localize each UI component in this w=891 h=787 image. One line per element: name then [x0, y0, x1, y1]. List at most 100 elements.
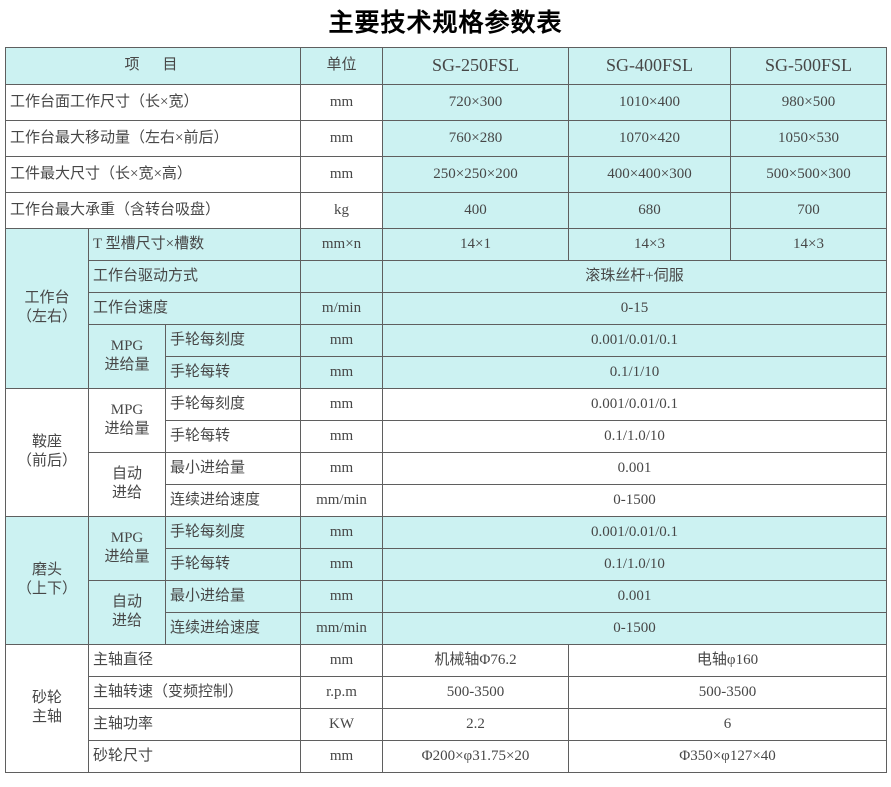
cell-sg250: 机械轴Φ76.2	[382, 643, 570, 677]
cell-all-models: 0-1500	[382, 483, 888, 517]
row-unit	[300, 259, 384, 293]
row-label: 手轮每转	[164, 547, 302, 581]
row-unit: mm/min	[300, 611, 384, 645]
row-unit: mm	[300, 119, 384, 157]
row-label: 手轮每刻度	[164, 387, 302, 421]
row-label: 手轮每刻度	[164, 323, 302, 357]
cell-all-models: 0.1/1.0/10	[382, 547, 888, 581]
table-row: 主轴功率 KW 2.2 6	[6, 707, 888, 741]
section-label-line1: 工作台	[24, 290, 70, 307]
subsection-label-line1: MPG	[110, 338, 144, 355]
row-label: 手轮每转	[164, 355, 302, 389]
cell-all-models: 0.001	[382, 579, 888, 613]
page-title: 主要技术规格参数表	[328, 9, 563, 37]
row-label: 工作台速度	[87, 291, 302, 325]
cell-all-models: 0.001/0.01/0.1	[382, 387, 888, 421]
row-unit: mm/min	[300, 483, 384, 517]
cell-sg500: 500×500×300	[730, 155, 888, 193]
row-unit: KW	[300, 707, 384, 741]
cell-all-models: 0.1/1/10	[382, 355, 888, 389]
row-unit: mm	[300, 515, 384, 549]
section-label-saddle: 鞍座 （前后）	[5, 387, 89, 517]
row-unit: mm×n	[300, 227, 384, 261]
row-unit: mm	[300, 387, 384, 421]
table-row: 自动 进给 最小进给量 mm 0.001	[6, 451, 888, 517]
row-unit: mm	[300, 739, 384, 773]
cell-sg250: Φ200×φ31.75×20	[382, 739, 570, 773]
cell-sg400: 680	[568, 191, 732, 229]
table-row: 手轮每转 mm 0.1/1.0/10	[6, 419, 888, 453]
cell-sg250: 500-3500	[382, 675, 570, 709]
row-label: 工作台最大移动量（左右×前后）	[4, 119, 302, 157]
subsection-label-line1: MPG	[110, 530, 144, 547]
row-unit: mm	[300, 579, 384, 613]
section-label-line1: 砂轮	[31, 690, 62, 707]
row-unit: mm	[300, 323, 384, 357]
cell-sg250: 720×300	[382, 83, 570, 121]
row-unit: mm	[300, 547, 384, 581]
row-unit: r.p.m	[300, 675, 384, 709]
table-row: 工件最大尺寸（长×宽×高） mm 250×250×200 400×400×300…	[4, 155, 888, 193]
cell-sg400-sg500: 6	[568, 707, 888, 741]
table-row: 鞍座 （前后） MPG 进给量 手轮每刻度 mm 0.001/0.01/0.1	[5, 387, 888, 517]
table-row: 砂轮尺寸 mm Φ200×φ31.75×20 Φ350×φ127×40	[6, 739, 888, 773]
row-label: 最小进给量	[164, 579, 302, 613]
table-row: 砂轮 主轴 主轴直径 mm 机械轴Φ76.2 电轴φ160	[5, 643, 888, 773]
row-unit: mm	[300, 83, 384, 121]
table-row: 工作台 （左右） T 型槽尺寸×槽数 mm×n 14×1 14×3 14×3	[5, 227, 888, 389]
subsection-label-auto-feed: 自动 进给	[88, 579, 166, 645]
row-label: 工作台最大承重（含转台吸盘）	[4, 191, 302, 229]
column-header-model-sg400: SG-400FSL	[568, 46, 732, 85]
table-row: 连续进给速度 mm/min 0-1500	[6, 611, 888, 645]
table-row: 工作台面工作尺寸（长×宽） mm 720×300 1010×400 980×50…	[4, 83, 888, 121]
cell-sg500: 980×500	[730, 83, 888, 121]
table-row: 手轮每转 mm 0.1/1.0/10	[6, 547, 888, 581]
section-label-line2: （前后）	[16, 453, 77, 469]
section-label-line2: 主轴	[31, 709, 62, 725]
row-label: 工作台面工作尺寸（长×宽）	[4, 83, 302, 121]
cell-sg400-sg500: 电轴φ160	[568, 643, 888, 677]
column-header-model-sg500: SG-500FSL	[730, 46, 888, 85]
subsection-label-mpg: MPG 进给量	[88, 323, 166, 389]
subsection-label-line1: MPG	[110, 402, 144, 419]
row-label: 主轴直径	[87, 643, 302, 677]
row-label: 工作台驱动方式	[87, 259, 302, 293]
cell-sg500: 14×3	[730, 227, 888, 261]
cell-sg250: 14×1	[382, 227, 570, 261]
cell-all-models: 0.001/0.01/0.1	[382, 515, 888, 549]
cell-all-models: 0.001	[382, 451, 888, 485]
row-label: 手轮每刻度	[164, 515, 302, 549]
cell-sg500: 1050×530	[730, 119, 888, 157]
row-label: 手轮每转	[164, 419, 302, 453]
section-label-worktable: 工作台 （左右）	[5, 227, 89, 389]
row-unit: mm	[300, 355, 384, 389]
section-label-line1: 磨头	[31, 562, 62, 579]
cell-sg400-sg500: Φ350×φ127×40	[568, 739, 888, 773]
row-unit: kg	[300, 191, 384, 229]
row-label: 工件最大尺寸（长×宽×高）	[4, 155, 302, 193]
row-unit: mm	[300, 643, 384, 677]
section-label-line2: （上下）	[16, 581, 77, 597]
subsection-label-line1: 自动	[111, 466, 142, 483]
section-label-grinding-head: 磨头 （上下）	[5, 515, 89, 645]
table-row: 工作台最大承重（含转台吸盘） kg 400 680 700	[4, 191, 888, 229]
subsection-label-line2: 进给量	[104, 549, 150, 565]
section-label-line2: （左右）	[16, 309, 77, 325]
row-label: 连续进给速度	[164, 611, 302, 645]
row-label: 砂轮尺寸	[87, 739, 302, 773]
table-row: 主轴转速（变频控制） r.p.m 500-3500 500-3500	[6, 675, 888, 709]
row-label: 连续进给速度	[164, 483, 302, 517]
column-header-model-sg250: SG-250FSL	[382, 46, 570, 85]
cell-sg250: 250×250×200	[382, 155, 570, 193]
cell-sg400-sg500: 500-3500	[568, 675, 888, 709]
cell-all-models: 0-1500	[382, 611, 888, 645]
cell-sg250: 400	[382, 191, 570, 229]
row-label: T 型槽尺寸×槽数	[87, 227, 302, 261]
column-header-unit: 单位	[300, 46, 384, 85]
cell-all-models: 0.001/0.01/0.1	[382, 323, 888, 357]
subsection-label-mpg: MPG 进给量	[88, 515, 166, 581]
specification-table: 项 目 单位 SG-250FSL SG-400FSL SG-500FSL 工作台…	[4, 46, 888, 773]
subsection-label-mpg: MPG 进给量	[88, 387, 166, 453]
table-row: 自动 进给 最小进给量 mm 0.001	[6, 579, 888, 645]
row-unit: mm	[300, 451, 384, 485]
